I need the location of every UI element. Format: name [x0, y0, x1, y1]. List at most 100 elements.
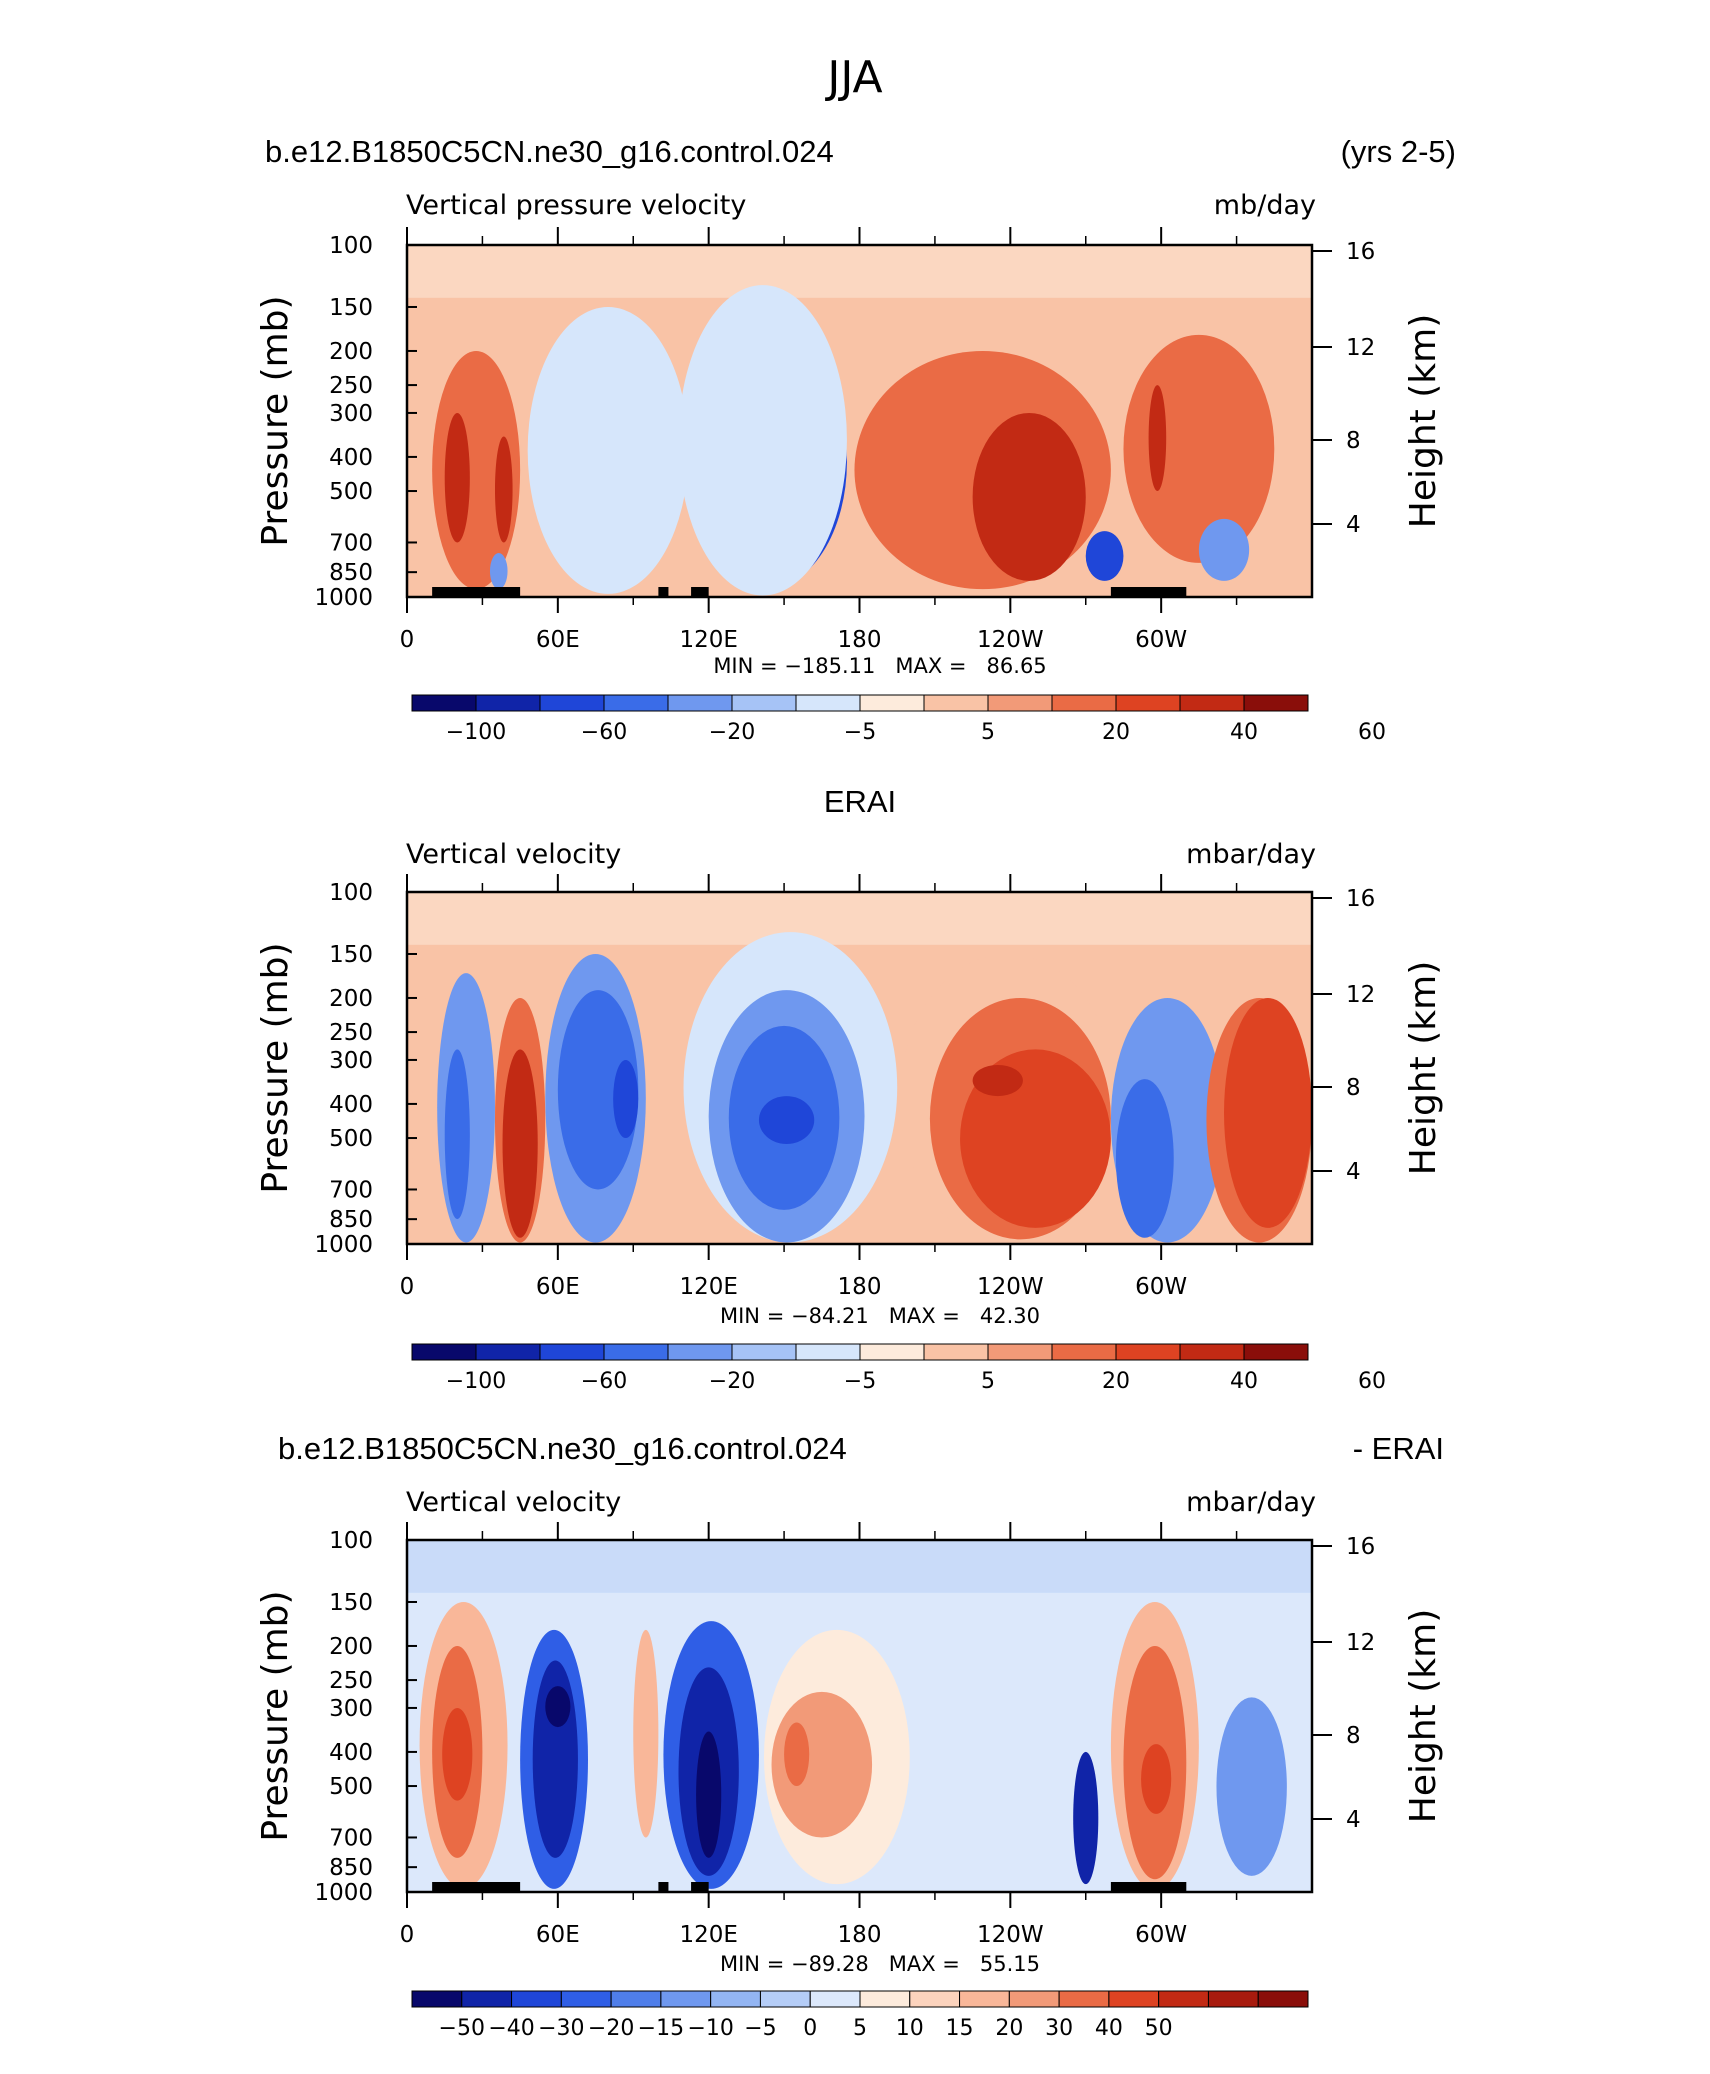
colorbar-box [1207, 1990, 1259, 2008]
contour-region [1224, 997, 1312, 1228]
y-tick-label: 150 [329, 1590, 373, 1616]
contour-region [1115, 1079, 1174, 1238]
x-tick-label: 60E [536, 627, 580, 653]
colorbar-label: −30 [538, 2016, 584, 2041]
x-tick-label: 60W [1135, 627, 1187, 653]
y-tick-label: 200 [329, 1634, 373, 1660]
colorbar-box [1008, 1990, 1060, 2008]
x-tick-label: 120E [679, 1274, 737, 1300]
y-axis-label: Pressure (mb) [255, 1590, 296, 1841]
x-tick-label: 60E [536, 1922, 580, 1948]
contour-region [972, 412, 1086, 581]
colorbar-label: 15 [946, 2016, 974, 2041]
panel-subtitle-left: Vertical velocity [406, 839, 621, 870]
colorbar-label: 40 [1230, 720, 1258, 745]
colorbar-label: −100 [446, 720, 506, 745]
colorbar-box [1243, 694, 1309, 712]
land-mask [1110, 587, 1187, 597]
x-tick-label: 120E [679, 627, 737, 653]
colorbar-label: 20 [995, 2016, 1023, 2041]
panel-left-title: b.e12.B1850C5CN.ne30_g16.control.024 [265, 134, 834, 169]
contour-region [696, 1731, 722, 1858]
contour-region [1141, 1744, 1172, 1814]
contour-region [502, 1049, 538, 1238]
colorbar-label: −5 [744, 2016, 776, 2041]
colorbar-label: 10 [896, 2016, 924, 2041]
colorbar-box [987, 1343, 1053, 1361]
land-mask [432, 1882, 521, 1892]
y-tick-label: 150 [329, 295, 373, 321]
minmax-text: MIN = −84.21 MAX = 42.30 [720, 1304, 1040, 1328]
contour-region [545, 1686, 571, 1728]
colorbar-box [1179, 694, 1245, 712]
contour-region [1073, 1751, 1099, 1885]
colorbar-label: −5 [844, 1369, 876, 1394]
colorbar-box [959, 1990, 1010, 2008]
y-right-axis-label: Height (km) [1403, 961, 1444, 1175]
land-mask [432, 587, 521, 597]
x-tick-label: 60W [1135, 1922, 1187, 1948]
y-right-tick-label: 12 [1346, 982, 1375, 1008]
minmax-text: MIN = −89.28 MAX = 55.15 [720, 1952, 1040, 1976]
colorbar-label: 20 [1102, 1369, 1130, 1394]
y-tick-label: 1000 [314, 1880, 373, 1906]
y-tick-label: 400 [329, 445, 373, 471]
y-right-tick-label: 8 [1346, 428, 1361, 454]
y-right-tick-label: 4 [1346, 512, 1361, 538]
land-mask [658, 1882, 669, 1892]
y-tick-label: 100 [329, 1528, 373, 1554]
y-right-axis-label: Height (km) [1403, 314, 1444, 528]
land-mask [658, 587, 669, 597]
colorbar-box [1115, 694, 1181, 712]
colorbar-box [909, 1990, 961, 2008]
contour-region [758, 1096, 815, 1145]
y-right-tick-label: 16 [1346, 1534, 1375, 1560]
contour-region [633, 1629, 659, 1838]
x-tick-label: 180 [838, 627, 882, 653]
colorbar-box [667, 694, 733, 712]
colorbar-box [859, 1990, 911, 2008]
land-mask [691, 587, 709, 597]
y-tick-label: 500 [329, 479, 373, 505]
y-right-tick-label: 8 [1346, 1075, 1361, 1101]
panel-right-title: - ERAI [1353, 1431, 1444, 1466]
colorbar-box [539, 694, 605, 712]
colorbar-box [461, 1990, 513, 2008]
colorbar-label: −5 [844, 720, 876, 745]
x-tick-label: 180 [838, 1922, 882, 1948]
colorbar-box [411, 1990, 463, 2008]
y-tick-label: 500 [329, 1126, 373, 1152]
colorbar-label: 5 [981, 1369, 995, 1394]
y-right-axis-label: Height (km) [1403, 1609, 1444, 1823]
y-tick-label: 300 [329, 1048, 373, 1074]
contour-region [1216, 1697, 1287, 1876]
panel-right-title: (yrs 2-5) [1341, 134, 1456, 169]
y-tick-label: 700 [329, 1825, 373, 1851]
y-right-tick-label: 12 [1346, 1630, 1375, 1656]
y-tick-label: 700 [329, 1177, 373, 1203]
contour-region [412, 997, 438, 1237]
colorbar-label: −20 [709, 720, 755, 745]
colorbar-label: −20 [709, 1369, 755, 1394]
contour-region [678, 285, 847, 596]
minmax-text: MIN = −185.11 MAX = 86.65 [713, 654, 1046, 678]
colorbar-box [795, 1343, 861, 1361]
y-right-tick-label: 4 [1346, 1159, 1361, 1185]
colorbar-label: 40 [1230, 1369, 1258, 1394]
colorbar-box [1115, 1343, 1181, 1361]
y-tick-label: 400 [329, 1740, 373, 1766]
colorbar-label: 20 [1102, 720, 1130, 745]
y-tick-label: 250 [329, 1020, 373, 1046]
contour-region [557, 990, 639, 1190]
x-tick-label: 60W [1135, 1274, 1187, 1300]
panel-subtitle-left: Vertical velocity [406, 1487, 621, 1518]
x-tick-label: 0 [400, 627, 415, 653]
panel-subtitle-right: mbar/day [1186, 839, 1316, 870]
x-tick-label: 0 [400, 1274, 415, 1300]
colorbar-label: 40 [1095, 2016, 1123, 2041]
colorbar-label: −100 [446, 1369, 506, 1394]
y-axis-label: Pressure (mb) [255, 295, 296, 546]
contour-region [442, 1707, 473, 1801]
y-right-tick-label: 16 [1346, 886, 1375, 912]
